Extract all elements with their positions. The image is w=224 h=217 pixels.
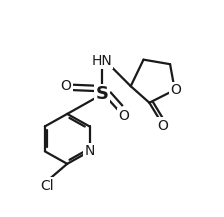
Text: S: S (95, 85, 108, 103)
Text: O: O (61, 79, 71, 93)
Text: O: O (170, 83, 181, 97)
Text: Cl: Cl (40, 179, 54, 192)
Text: HN: HN (92, 54, 112, 68)
Text: N: N (84, 144, 95, 158)
Text: O: O (157, 118, 168, 133)
Text: O: O (118, 109, 129, 123)
